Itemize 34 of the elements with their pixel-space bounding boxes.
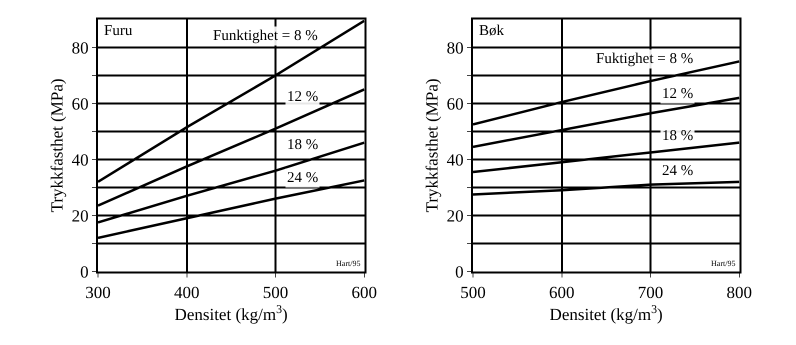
series-label: 12 %	[662, 86, 694, 102]
x-tick-label: 300	[85, 282, 111, 302]
y-tick-label: 80	[446, 38, 464, 58]
y-tick-label: 80	[72, 38, 89, 58]
series-label: 18 %	[287, 137, 318, 153]
x-tick-label: 500	[262, 282, 288, 302]
y-tick-label: 60	[72, 94, 89, 114]
x-tick-label: 500	[460, 282, 486, 302]
x-tick-label: 400	[174, 282, 200, 302]
x-tick-label: 700	[638, 282, 664, 302]
series-label: 12 %	[287, 89, 318, 105]
y-axis-title: Trykkfasthet (MPa)	[422, 78, 442, 212]
y-tick-label: 60	[446, 94, 464, 114]
x-axis-title: Densitet (kg/m$^{3}$)	[174, 302, 288, 324]
series-label: 24 %	[662, 163, 694, 179]
x-tick-label: 600	[352, 282, 377, 302]
annotation: Hart/95	[336, 259, 360, 268]
y-axis-title: Trykkfasthet (MPa)	[48, 78, 67, 212]
x-tick-label: 800	[726, 282, 752, 302]
x-axis-title: Densitet (kg/m$^{3}$)	[550, 302, 663, 324]
series-label: 18 %	[662, 128, 694, 144]
y-tick-label: 40	[72, 150, 89, 170]
y-tick-label: 20	[72, 206, 89, 226]
y-tick-label: 0	[455, 262, 464, 282]
x-tick-label: 600	[549, 282, 574, 302]
y-tick-label: 20	[446, 206, 464, 226]
chart-title: Furu	[104, 23, 133, 39]
chart-title: Bøk	[479, 23, 505, 39]
y-tick-label: 0	[80, 262, 89, 282]
annotation: Hart/95	[711, 259, 736, 268]
series-label: 24 %	[287, 170, 318, 186]
series-label: Fuktighet = 8 %	[596, 51, 694, 67]
y-tick-label: 40	[446, 150, 464, 170]
series-label: Funktighet = 8 %	[213, 28, 318, 44]
